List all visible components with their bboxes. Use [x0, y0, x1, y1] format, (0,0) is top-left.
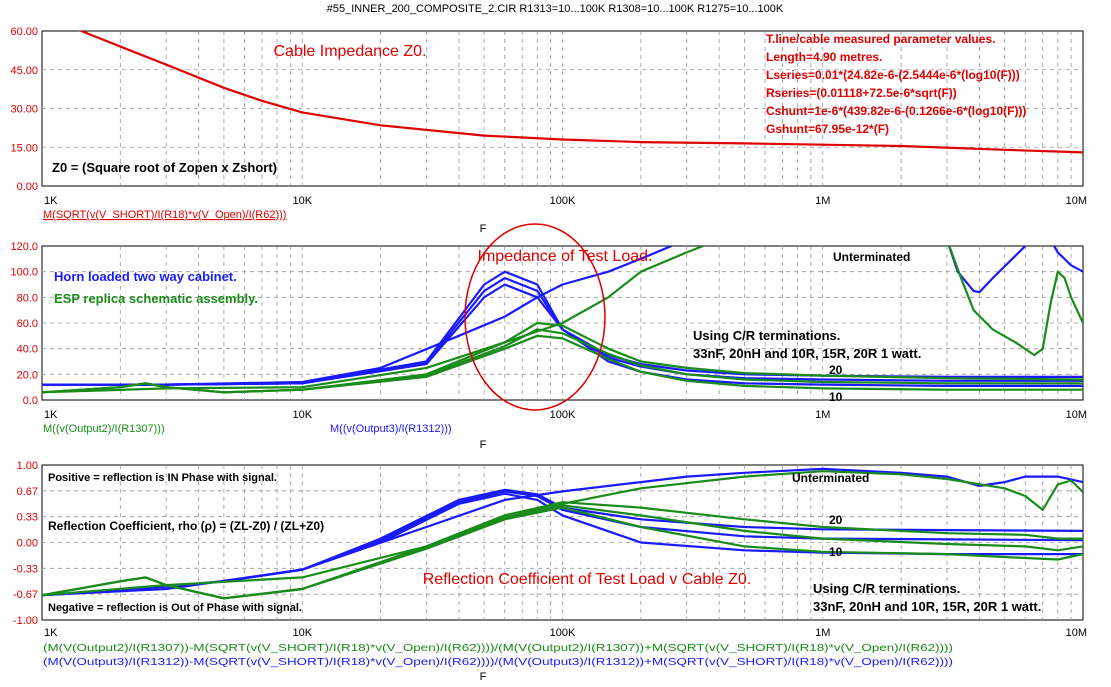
x-axis-variable-label: F	[480, 439, 487, 451]
test-load-terminations-2: 33nF, 20nH and 10R, 15R, 20R 1 watt.	[693, 346, 921, 361]
y-tick-label: 0.0	[23, 395, 38, 407]
panel-reflection-x-axis: 1K 10K 100K 1M 10M F	[44, 627, 1087, 683]
y-tick-label: 15.00	[10, 142, 38, 154]
x-tick-label: 1K	[44, 627, 58, 639]
y-tick-label: 0.00	[17, 538, 38, 550]
x-tick-label: 1M	[815, 195, 830, 207]
x-tick-label: 10M	[1066, 195, 1087, 207]
reflection-trace-label-1: (M(V(Output3)/I(R1312))-M(SQRT(v(V_SHORT…	[43, 657, 953, 668]
x-axis-variable-label: F	[480, 223, 487, 235]
panel-test-load-traces	[42, 227, 1083, 394]
trace-green-9[interactable]	[947, 240, 1083, 357]
panel-impedance-z0[interactable]: 60.00 45.00 30.00 15.00 0.00 1K 10K 100K 1M 10M F…	[10, 10, 1087, 235]
y-tick-label: 45.00	[10, 65, 38, 77]
y-tick-label: 40.0	[17, 344, 38, 356]
y-tick-label: 60.00	[10, 26, 38, 38]
trace-blue-3[interactable]	[42, 467, 1083, 597]
panel-impedance-y-axis: 60.00 45.00 30.00 15.00 0.00	[10, 26, 38, 193]
y-tick-label: 100.0	[10, 267, 38, 279]
highlight-circle	[464, 223, 606, 411]
x-tick-label: 100K	[550, 409, 576, 421]
y-tick-label: 20.0	[17, 369, 38, 381]
y-tick-label: -0.67	[13, 589, 38, 601]
reflection-label-10: 10	[829, 545, 843, 559]
reflection-terminations-2: 33nF, 20nH and 10R, 15R, 20R 1 watt.	[813, 599, 1041, 614]
x-tick-label: 1K	[44, 409, 58, 421]
panel-impedance-traces	[42, 10, 1083, 154]
y-tick-label: 80.0	[17, 292, 38, 304]
x-tick-label: 1M	[815, 627, 830, 639]
trace-blue-2[interactable]	[42, 283, 1083, 387]
test-load-legend-green: ESP replica schematic assembly.	[54, 291, 258, 306]
impedance-trace-label-0: M(SQRT(v(V_SHORT)/I(R18)*v(V_Open)/I(R62…	[43, 209, 286, 221]
x-tick-label: 10K	[292, 195, 312, 207]
y-tick-label: 0.00	[17, 181, 38, 193]
reflection-negative-note: Negative = reflection is Out of Phase wi…	[48, 602, 302, 614]
reflection-positive-note: Positive = reflection is IN Phase with s…	[48, 472, 277, 484]
y-tick-label: 60.0	[17, 318, 38, 330]
panel-impedance-x-axis: 1K 10K 100K 1M 10M F	[44, 195, 1087, 235]
impedance-formula: Z0 = (Square root of Zopen x Zshort)	[52, 160, 277, 175]
trace-green-6[interactable]	[42, 506, 1083, 600]
panel-reflection-traces	[42, 467, 1083, 600]
trace-green-7[interactable]	[42, 470, 1083, 597]
test-load-trace-label-1: M((v(Output3)/I(R1312)))	[330, 423, 452, 435]
reflection-terminations-1: Using C/R terminations.	[813, 581, 960, 596]
test-load-label-20: 20	[829, 363, 843, 377]
impedance-param-0: T.line/cable measured parameter values.	[766, 32, 995, 46]
x-tick-label: 10K	[292, 627, 312, 639]
y-tick-label: -0.33	[13, 563, 38, 575]
window-title: #55_INNER_200_COMPOSITE_2.CIR R1313=10..…	[327, 3, 784, 15]
panel-test-load-x-axis: 1K 10K 100K 1M 10M F	[44, 409, 1087, 451]
y-tick-label: 0.33	[17, 512, 38, 524]
y-tick-label: 0.67	[17, 486, 38, 498]
y-tick-label: 120.0	[10, 241, 38, 253]
impedance-param-5: Gshunt=67.95e-12*(F)	[766, 122, 889, 136]
test-load-label-10: 10	[829, 390, 843, 404]
reflection-title: Reflection Coefficient of Test Load v Ca…	[423, 571, 751, 588]
trace-blue-3[interactable]	[42, 240, 687, 386]
x-axis-variable-label: F	[480, 671, 487, 683]
impedance-title: Cable Impedance Z0.	[274, 43, 427, 60]
x-tick-label: 1K	[44, 195, 58, 207]
panel-reflection-coefficient[interactable]: 1.00 0.67 0.33 0.00 -0.33 -0.67 -1.00 1K 10K 100…	[13, 460, 1087, 683]
reflection-trace-label-0: (M(V(Output2)/I(R1307))-M(SQRT(v(V_SHORT…	[43, 643, 953, 654]
x-tick-label: 10M	[1066, 627, 1087, 639]
trace-green-8[interactable]	[42, 240, 719, 394]
test-load-unterminated: Unterminated	[833, 250, 910, 264]
x-tick-label: 100K	[550, 627, 576, 639]
trace-red-0[interactable]	[42, 10, 1083, 154]
x-tick-label: 10K	[292, 409, 312, 421]
x-tick-label: 10M	[1066, 409, 1087, 421]
impedance-param-3: Rseries=(0.01118+72.5e-6*sqrt(F))	[766, 86, 957, 100]
test-load-terminations-1: Using C/R terminations.	[693, 328, 840, 343]
y-tick-label: -1.00	[13, 615, 38, 627]
test-load-legend-blue: Horn loaded two way cabinet.	[54, 269, 237, 284]
reflection-unterminated: Unterminated	[792, 471, 869, 485]
trace-blue-4[interactable]	[947, 227, 1083, 294]
x-tick-label: 100K	[550, 195, 576, 207]
x-tick-label: 1M	[815, 409, 830, 421]
panel-reflection-y-axis: 1.00 0.67 0.33 0.00 -0.33 -0.67 -1.00	[13, 460, 38, 627]
test-load-trace-label-0: M((v(Output2)/I(R1307)))	[43, 423, 165, 435]
test-load-title: Impedance of Test Load.	[478, 248, 653, 265]
impedance-param-4: Cshunt=1e-6*(439.82e-6-(0.1266e-6*(log10…	[766, 104, 1026, 118]
impedance-param-2: Lseries=0.01*(24.82e-6-(2.5444e-6*(log10…	[766, 68, 1020, 82]
trace-green-7[interactable]	[42, 334, 1083, 394]
y-tick-label: 30.00	[10, 104, 38, 116]
y-tick-label: 1.00	[17, 460, 38, 472]
impedance-param-1: Length=4.90 metres.	[766, 50, 882, 64]
reflection-formula: Reflection Coefficient, rho (ρ) = (ZL-Z0…	[48, 519, 324, 533]
reflection-label-20: 20	[829, 513, 843, 527]
panel-test-load-y-axis: 120.0 100.0 80.0 60.0 40.0 20.0 0.0	[10, 241, 38, 407]
